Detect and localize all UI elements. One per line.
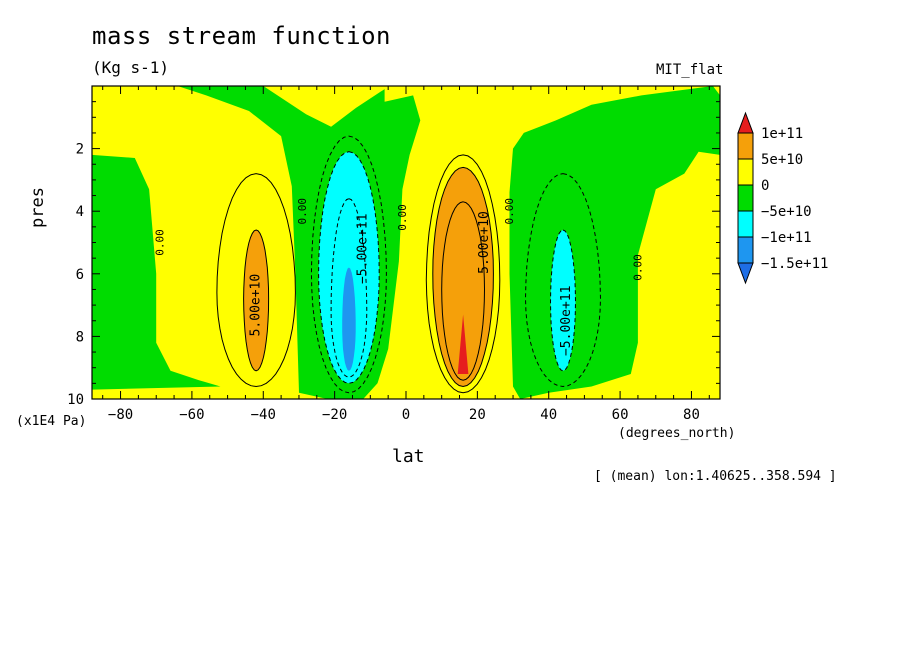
colorbar-label: −1.5e+11	[761, 256, 828, 272]
contour-label-text: 0.00	[153, 229, 166, 256]
colorbar-label: −1e+11	[761, 230, 812, 246]
contour-label-text: −5.00e+11	[559, 286, 574, 356]
chart-units: (Kg s-1)	[92, 58, 170, 77]
colorbar-label: 1e+11	[761, 126, 803, 142]
contour-line	[330, 198, 368, 378]
y-tick-label: 4	[76, 204, 84, 220]
southern-moderate-negative-area	[318, 151, 380, 384]
contour-label: 5.00e+10	[477, 211, 492, 274]
contour-label: −5.00e+11	[559, 286, 574, 356]
colorbar-bottom-arrow	[737, 262, 754, 285]
south-polar-negative-area	[92, 154, 221, 390]
contour-label: 0.00	[296, 198, 309, 225]
contour-line	[243, 229, 270, 372]
contour-label-text: 5.00e+10	[477, 211, 492, 274]
x-tick-label: −40	[251, 407, 276, 423]
x-tick-label: 40	[540, 407, 557, 423]
contour-label-text: 0.00	[396, 204, 409, 231]
x-tick-label: 60	[612, 407, 629, 423]
northern-moderate-negative-area	[550, 230, 576, 371]
contour-label-text: 0.00	[631, 254, 644, 281]
colorbar-label: 0	[761, 178, 769, 194]
contour-line	[216, 173, 296, 388]
contour-label: 0.00	[396, 204, 409, 231]
contour-label: −5.00e+11	[356, 214, 371, 284]
contour-line	[310, 135, 387, 394]
contour-label-text: 0.00	[296, 198, 309, 225]
colorbar-label: 5e+10	[761, 152, 803, 168]
x-tick-label: −80	[108, 407, 133, 423]
contour-line	[318, 151, 380, 384]
contour-label: 0.00	[631, 254, 644, 281]
contour-line	[441, 201, 486, 381]
southern-strong-negative-area	[342, 267, 356, 371]
x-axis-label: lat	[392, 446, 425, 467]
northern-moderate-positive-area	[432, 167, 494, 387]
contour-label-text: 5.00e+10	[249, 274, 264, 337]
x-tick-label: 80	[683, 407, 700, 423]
contour-label-text: −5.00e+11	[356, 214, 371, 284]
contour-lines	[216, 135, 602, 394]
southern-moderate-positive-area	[243, 230, 269, 371]
contour-line	[524, 173, 602, 388]
colorbar-bin	[737, 236, 754, 264]
contour-line	[425, 154, 501, 394]
colorbar-bin	[737, 210, 754, 238]
colorbar-label: −5e+10	[761, 204, 812, 220]
y-tick-label: 8	[76, 329, 84, 345]
y-tick-label: 10	[67, 392, 84, 408]
y-axis-units: (x1E4 Pa)	[16, 414, 87, 429]
contour-line	[432, 166, 494, 388]
x-tick-label: 20	[469, 407, 486, 423]
northern-strong-positive-area	[457, 314, 469, 374]
axes: −80 −60 −40 −20 0 20 40 60 80 2 4 6 8 10	[67, 86, 720, 423]
colorbar: 1e+11 5e+10 0 −5e+10 −1e+11 −1.5e+11	[737, 111, 828, 285]
contour-line	[549, 229, 577, 372]
chart-title: mass stream function	[92, 22, 391, 50]
contour-labels: 5.00e+10 −5.00e+11 5.00e+10 −5.00e+11 0.00 0.…	[153, 198, 644, 356]
run-name: MIT_flat	[656, 62, 724, 78]
contour-label: 5.00e+10	[249, 274, 264, 337]
contour-label: 0.00	[153, 229, 166, 256]
colorbar-bin	[737, 132, 754, 160]
x-tick-label: −60	[179, 407, 204, 423]
contour-label: 0.00	[503, 198, 516, 225]
contour-fills	[92, 86, 720, 399]
averaging-note: [ (mean) lon:1.40625..358.594 ]	[594, 469, 837, 484]
x-axis-units: (degrees_north)	[618, 426, 736, 441]
colorbar-bin	[737, 158, 754, 186]
colorbar-bin	[737, 184, 754, 212]
x-tick-label: 0	[402, 407, 410, 423]
x-tick-label: −20	[322, 407, 347, 423]
colorbar-top-arrow	[737, 111, 754, 134]
y-tick-label: 2	[76, 142, 84, 158]
contour-label-text: 0.00	[503, 198, 516, 225]
y-tick-label: 6	[76, 267, 84, 283]
